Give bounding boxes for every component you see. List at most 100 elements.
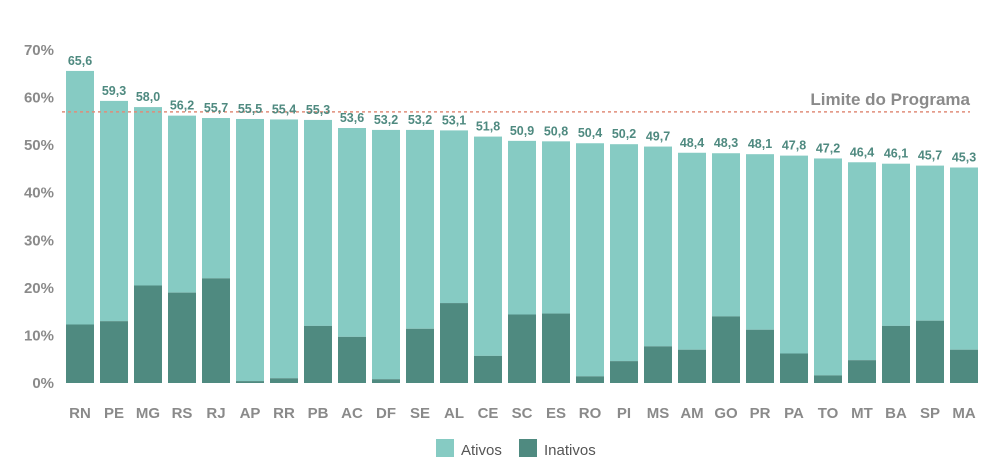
- x-tick-mt: MT: [851, 405, 873, 422]
- data-label-mt: 46,4: [850, 145, 874, 159]
- bar-ativos-ba: [882, 163, 910, 326]
- bar-inativos-ap: [236, 381, 264, 383]
- bar-inativos-df: [372, 379, 400, 383]
- bar-ativos-mt: [848, 162, 876, 361]
- bar-inativos-mt: [848, 360, 876, 383]
- data-labels: 65,6 59,3 58,0 56,2 55,7 55,5 55,4 55,3 53,6 53,2…: [68, 54, 976, 165]
- data-label-ma: 45,3: [952, 151, 976, 165]
- data-label-pa: 47,8: [782, 139, 806, 153]
- data-label-am: 48,4: [680, 136, 704, 150]
- bar-inativos-sc: [508, 314, 536, 383]
- data-label-ac: 53,6: [340, 111, 364, 125]
- x-tick-pe: PE: [104, 405, 124, 422]
- data-label-go: 48,3: [714, 136, 738, 150]
- bar-ativos-am: [678, 152, 706, 350]
- y-tick-label: 70%: [24, 42, 54, 59]
- x-tick-pb: PB: [308, 405, 329, 422]
- bar-ativos-ro: [576, 143, 604, 377]
- bar-ativos-al: [440, 130, 468, 304]
- reference-line-group: Limite do Programa: [62, 90, 971, 113]
- x-tick-pa: PA: [784, 405, 804, 422]
- data-label-to: 47,2: [816, 141, 840, 155]
- x-tick-rn: RN: [69, 405, 91, 422]
- bar-inativos-am: [678, 349, 706, 383]
- reference-line-label: Limite do Programa: [810, 90, 970, 109]
- bar-ativos-rs: [168, 115, 196, 293]
- data-label-rr: 55,4: [272, 102, 296, 116]
- bar-inativos-pb: [304, 325, 332, 383]
- bar-inativos-mg: [134, 285, 162, 383]
- bar-inativos-rr: [270, 378, 298, 383]
- bar-ativos-to: [814, 158, 842, 376]
- y-tick-label: 50%: [24, 137, 54, 154]
- legend-swatch-ativos: [436, 439, 454, 457]
- bar-ativos-pb: [304, 119, 332, 326]
- x-tick-ro: RO: [579, 405, 602, 422]
- data-label-es: 50,8: [544, 124, 568, 138]
- data-label-ap: 55,5: [238, 102, 262, 116]
- y-tick-label: 30%: [24, 232, 54, 249]
- y-tick-label: 10%: [24, 327, 54, 344]
- y-axis-ticks: 0% 10% 20% 30% 40% 50% 60% 70%: [24, 42, 54, 392]
- data-label-ms: 49,7: [646, 130, 670, 144]
- bar-inativos-rj: [202, 278, 230, 383]
- bar-inativos-pr: [746, 329, 774, 383]
- bar-inativos-se: [406, 328, 434, 383]
- bars-group: [66, 70, 978, 383]
- bar-inativos-al: [440, 303, 468, 383]
- x-tick-sp: SP: [920, 405, 940, 422]
- x-tick-to: TO: [818, 405, 839, 422]
- bar-inativos-ce: [474, 355, 502, 383]
- bar-ativos-es: [542, 141, 570, 314]
- x-tick-pr: PR: [750, 405, 771, 422]
- bar-ativos-rr: [270, 119, 298, 379]
- data-label-ba: 46,1: [884, 147, 908, 161]
- x-tick-rs: RS: [172, 405, 193, 422]
- bar-ativos-ap: [236, 118, 264, 382]
- x-tick-am: AM: [680, 405, 703, 422]
- legend: Ativos Inativos: [436, 439, 596, 459]
- data-label-df: 53,2: [374, 113, 398, 127]
- x-tick-se: SE: [410, 405, 430, 422]
- legend-label-inativos: Inativos: [544, 442, 596, 459]
- data-label-pr: 48,1: [748, 137, 772, 151]
- data-label-pe: 59,3: [102, 84, 126, 98]
- bar-inativos-ba: [882, 325, 910, 383]
- x-tick-ce: CE: [478, 405, 499, 422]
- x-tick-ms: MS: [647, 405, 670, 422]
- data-label-sp: 45,7: [918, 149, 942, 163]
- bar-inativos-es: [542, 313, 570, 383]
- data-label-pb: 55,3: [306, 103, 330, 117]
- y-tick-label: 40%: [24, 185, 54, 202]
- y-tick-label: 20%: [24, 280, 54, 297]
- bar-ativos-se: [406, 129, 434, 329]
- bar-inativos-to: [814, 375, 842, 383]
- x-tick-ap: AP: [240, 405, 261, 422]
- bar-ativos-go: [712, 153, 740, 317]
- data-label-pi: 50,2: [612, 127, 636, 141]
- bar-inativos-ro: [576, 376, 604, 383]
- data-label-ro: 50,4: [578, 126, 602, 140]
- x-tick-pi: PI: [617, 405, 631, 422]
- x-tick-ba: BA: [885, 405, 907, 422]
- bar-inativos-ac: [338, 336, 366, 383]
- bar-inativos-sp: [916, 320, 944, 383]
- x-tick-rr: RR: [273, 405, 295, 422]
- bar-inativos-ma: [950, 349, 978, 383]
- bar-ativos-rj: [202, 118, 230, 279]
- bar-ativos-pr: [746, 154, 774, 330]
- data-label-mg: 58,0: [136, 90, 160, 104]
- bar-ativos-rn: [66, 70, 94, 325]
- bar-inativos-rs: [168, 292, 196, 383]
- data-label-al: 53,1: [442, 113, 466, 127]
- bar-ativos-sp: [916, 165, 944, 321]
- data-label-ce: 51,8: [476, 120, 500, 134]
- bar-ativos-pi: [610, 144, 638, 362]
- data-label-sc: 50,9: [510, 124, 534, 138]
- x-tick-mg: MG: [136, 405, 160, 422]
- x-tick-sc: SC: [512, 405, 533, 422]
- bar-ativos-ms: [644, 146, 672, 347]
- bar-ativos-ma: [950, 167, 978, 350]
